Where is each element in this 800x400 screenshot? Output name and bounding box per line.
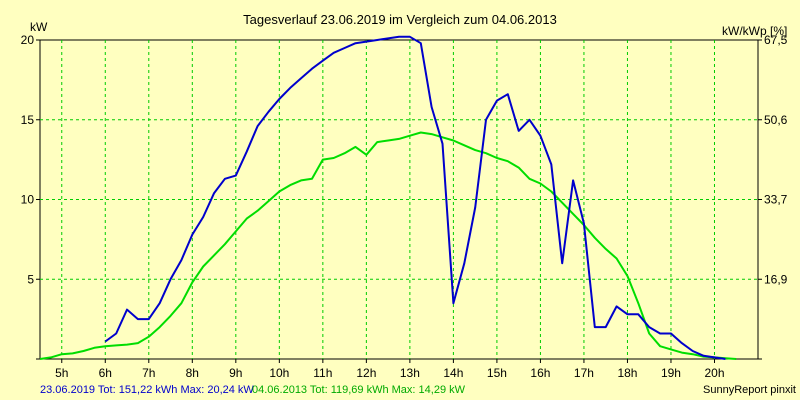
y-tick-label-left: 10 [21, 193, 35, 207]
series-line-23-06-2019 [104, 35, 726, 360]
x-tick-label: 6h [99, 366, 112, 380]
y-tick-label-right: 67,5 [764, 33, 788, 47]
y-axis-label-right: kW/kWp [%] [722, 24, 787, 38]
chart-title: Tagesverlauf 23.06.2019 im Vergleich zum… [243, 12, 557, 27]
x-tick-label: 12h [356, 366, 376, 380]
x-tick-label: 8h [186, 366, 199, 380]
x-tick-label: 16h [530, 366, 550, 380]
y-tick-label-right: 33,7 [764, 193, 788, 207]
y-tick-label-left: 20 [21, 33, 35, 47]
tick-layer: 5h 6h 7h 8h 9h 10h 11h 12h 13h 14h 15h 16h 17h 18h 19h… [21, 33, 788, 380]
y-tick-label-left: 5 [27, 272, 34, 286]
x-tick-label: 10h [269, 366, 289, 380]
x-tick-label: 20h [704, 366, 724, 380]
y-tick-label-left: 15 [21, 113, 35, 127]
plot-area [39, 39, 759, 360]
x-tick-label: 19h [661, 366, 681, 380]
x-tick-label: 5h [55, 366, 68, 380]
x-tick-label: 13h [400, 366, 420, 380]
footer-series2-summary: 04.06.2013 Tot: 119,69 kWh Max: 14,29 kW [252, 384, 466, 396]
series-layer [39, 35, 737, 360]
footer-series1-summary: 23.06.2019 Tot: 151,22 kWh Max: 20,24 kW [40, 384, 254, 396]
x-tick-label: 14h [443, 366, 463, 380]
series-line-04-06-2013 [39, 131, 737, 360]
x-tick-label: 15h [487, 366, 507, 380]
x-tick-label: 17h [574, 366, 594, 380]
x-tick-label: 11h [313, 366, 332, 380]
x-tick-label: 9h [229, 366, 242, 380]
y-tick-label-right: 50,6 [764, 113, 788, 127]
footer-credit: SunnyReport pinxit [703, 384, 796, 396]
y-axis-label-left: kW [30, 20, 48, 34]
y-tick-label-right: 16,9 [764, 272, 788, 286]
x-tick-label: 18h [617, 366, 637, 380]
grid-layer [40, 40, 758, 359]
x-tick-label: 7h [142, 366, 155, 380]
